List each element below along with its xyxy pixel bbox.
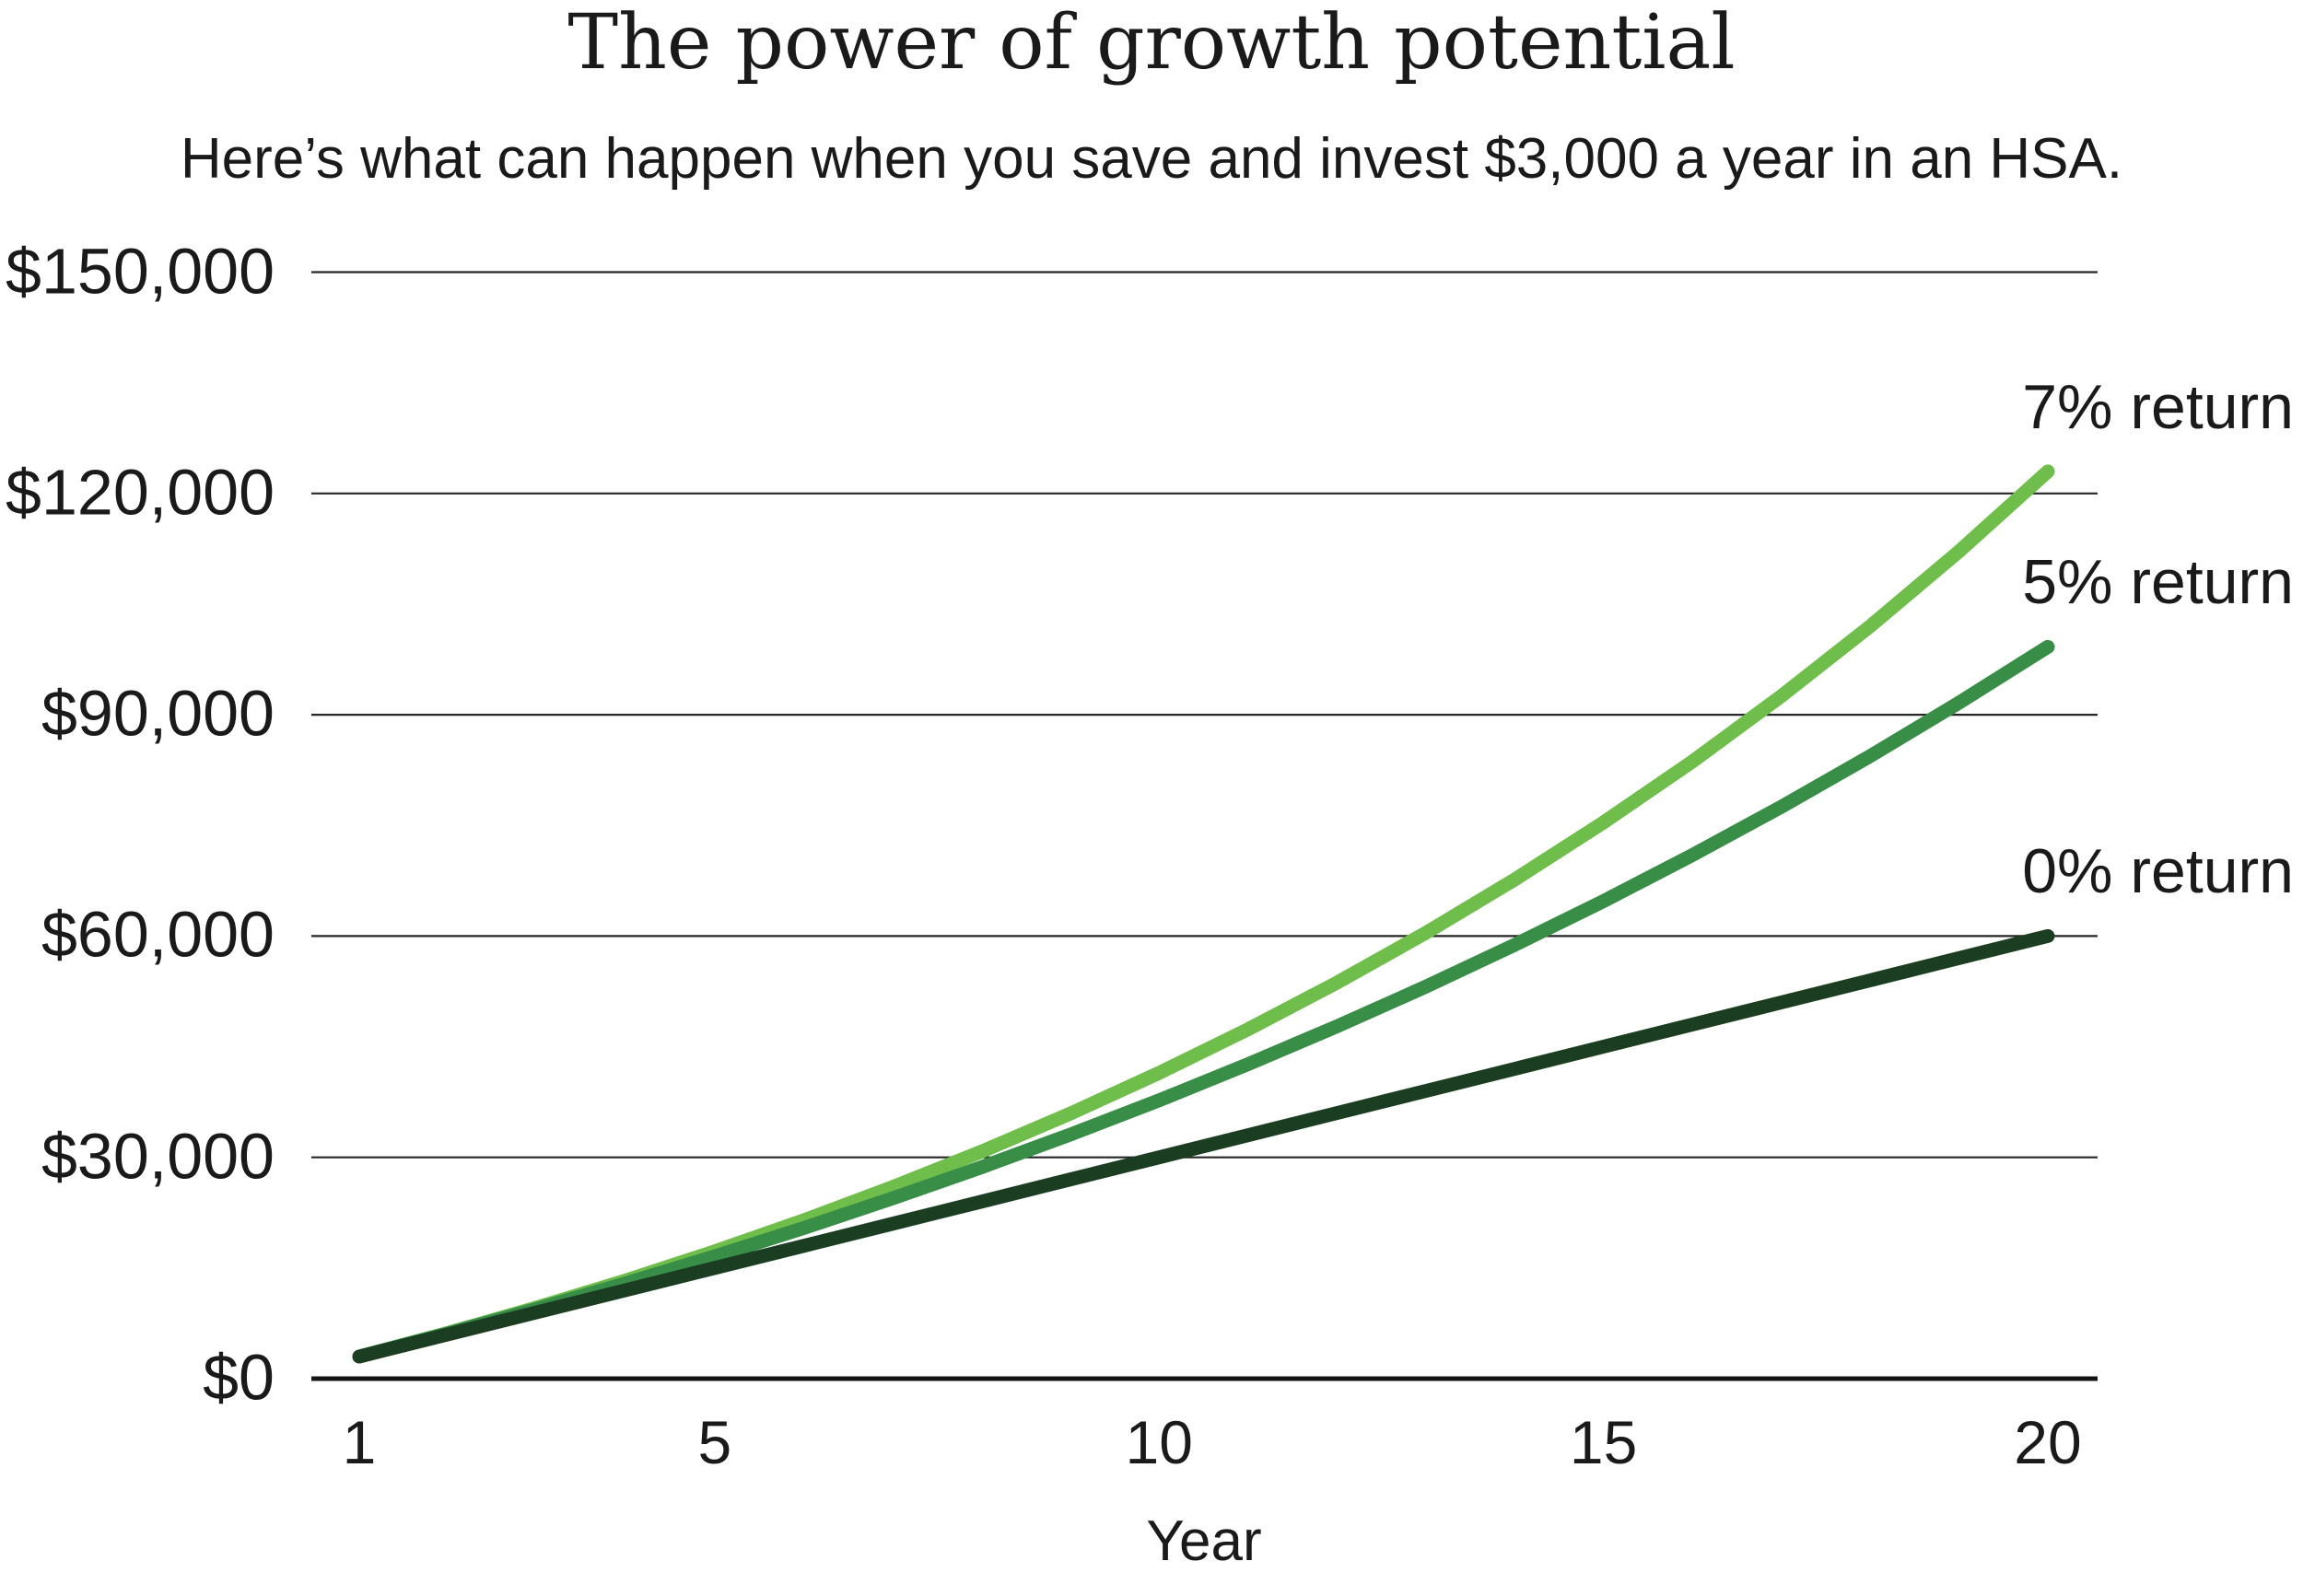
- series-label-5-return: 5% return: [2022, 547, 2294, 618]
- series-label-0-return: 0% return: [2022, 836, 2294, 907]
- series-label-7-return: 7% return: [2022, 371, 2294, 442]
- x-tick-label: 15: [1569, 1408, 1638, 1476]
- x-tick-label: 10: [1125, 1408, 1193, 1476]
- y-tick-label: $30,000: [41, 1120, 275, 1193]
- series-line-5-return: [352, 639, 2055, 1364]
- x-tick-label: 20: [2014, 1408, 2082, 1476]
- x-axis-title: Year: [1146, 1509, 1262, 1573]
- y-tick-label: $60,000: [41, 898, 275, 971]
- series-line-7-return: [352, 464, 2055, 1364]
- y-tick-label: $150,000: [6, 234, 275, 307]
- series-line-0-return: [352, 928, 2055, 1364]
- x-tick-label: 5: [697, 1408, 732, 1476]
- y-tick-label: $90,000: [41, 677, 275, 750]
- y-tick-label: $0: [203, 1341, 275, 1414]
- x-tick-label: 1: [342, 1408, 377, 1476]
- y-tick-label: $120,000: [6, 456, 275, 529]
- chart-title: The power of growth potential: [567, 0, 1736, 87]
- chart-subtitle: Here’s what can happen when you save and…: [180, 127, 2123, 191]
